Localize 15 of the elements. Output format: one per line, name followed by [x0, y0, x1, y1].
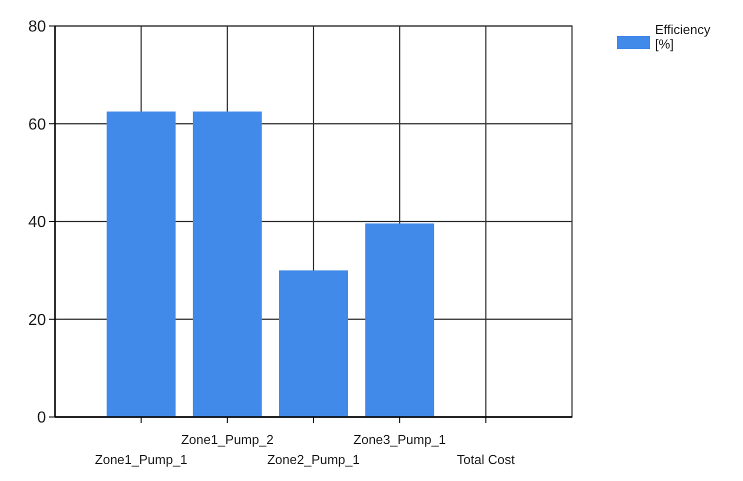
legend-label: Efficiency [%] [655, 22, 711, 52]
y-tick-label: 60 [28, 116, 46, 134]
y-tick-label: 0 [37, 410, 46, 427]
x-tick-label: Zone1_Pump_1 [94, 452, 188, 467]
y-tick-label: 40 [28, 214, 46, 232]
x-tick-label: Zone1_Pump_2 [181, 432, 274, 447]
y-tick-label: 20 [28, 312, 46, 329]
x-tick-label: Total Cost [456, 452, 516, 467]
y-tick-label: 80 [28, 18, 46, 36]
bar [192, 112, 262, 417]
bar [106, 112, 176, 417]
x-tick-label: Zone2_Pump_1 [267, 452, 360, 467]
x-tick-label: Zone3_Pump_1 [353, 432, 446, 447]
bar [365, 223, 434, 417]
bar [279, 270, 348, 417]
